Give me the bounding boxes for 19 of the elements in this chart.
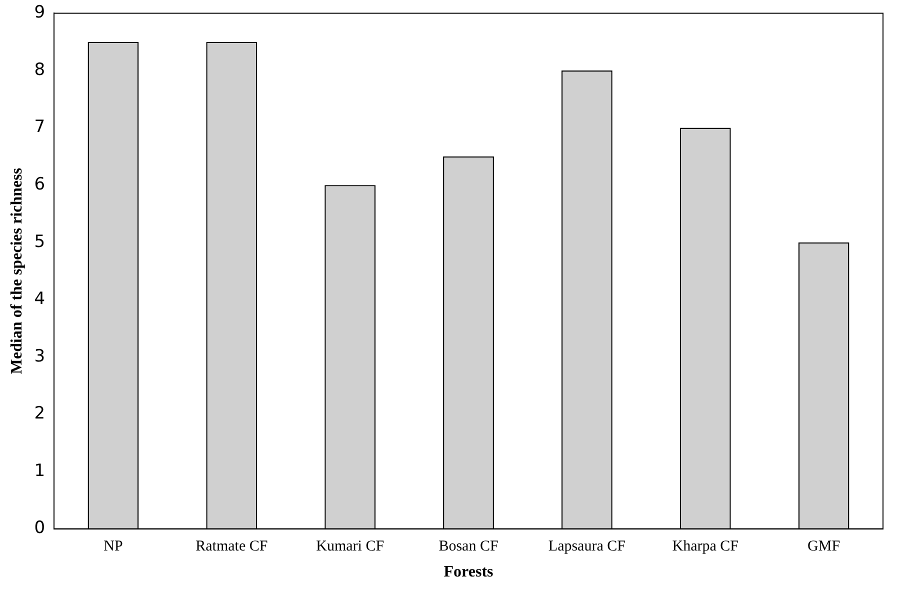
y-tick-label: 4 [34,289,46,310]
y-tick-label: 8 [34,60,46,80]
y-tick-label: 5 [34,232,46,252]
y-tick-label: 6 [34,174,46,194]
x-tick-label: NP [104,538,123,555]
x-tick-label: Ratmate CF [196,538,268,555]
x-tick-label: Bosan CF [438,538,498,555]
y-tick-label: 1 [34,460,46,481]
y-tick-label: 9 [34,2,46,23]
y-tick-label: 3 [34,346,46,366]
x-tick-label: Kharpa CF [672,538,738,555]
y-tick-label: 0 [34,518,46,538]
x-axis-title: Forests [444,564,494,581]
y-tick-label: 7 [34,117,46,138]
x-tick-label: GMF [808,538,840,555]
y-axis-title: Median of the species richness [8,168,26,374]
x-tick-label: Lapsaura CF [548,538,626,555]
x-tick-label: Kumari CF [316,538,384,555]
y-tick-label: 2 [34,404,46,424]
